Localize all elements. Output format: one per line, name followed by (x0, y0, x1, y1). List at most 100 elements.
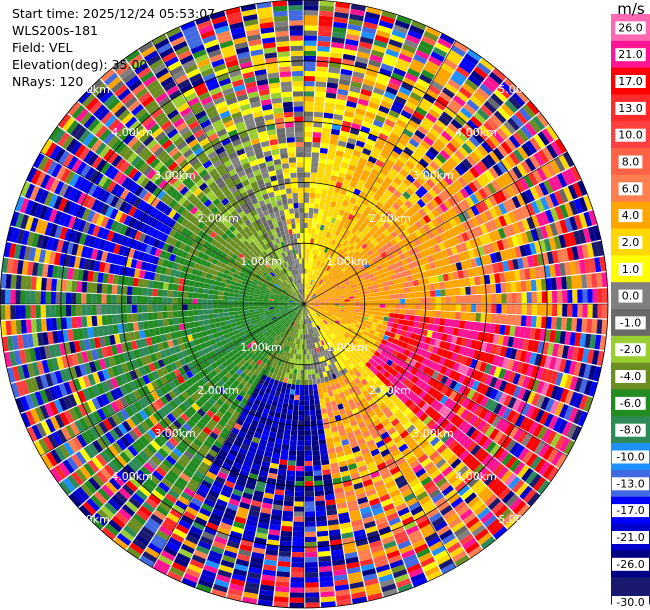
ray-gate (322, 183, 329, 190)
ray-gate (324, 286, 330, 291)
ray-gate (395, 159, 405, 169)
ray-gate (318, 307, 324, 311)
ray-gate (374, 114, 386, 124)
ray-gate (371, 431, 380, 440)
ray-gate (461, 199, 471, 210)
ray-gate (291, 348, 295, 354)
ray-gate (339, 250, 346, 257)
ray-gate (540, 396, 550, 411)
ray-gate (331, 36, 345, 44)
ray-gate (344, 299, 350, 302)
ray-gate (363, 313, 370, 318)
ray-gate (475, 285, 481, 295)
ray-gate (370, 502, 383, 511)
ray-gate (453, 344, 461, 354)
ray-gate (462, 537, 477, 550)
ray-gate (287, 352, 291, 358)
ray-gate (367, 332, 374, 339)
ray-gate (307, 313, 310, 319)
ray-gate (371, 92, 383, 101)
ray-gate (302, 309, 304, 315)
ray-gate (372, 375, 380, 383)
ray-gate (375, 379, 383, 387)
ray-gate (329, 358, 334, 365)
ray-gate (311, 310, 317, 314)
ray-gate (558, 234, 567, 249)
ray-gate (308, 318, 311, 324)
ray-gate (441, 485, 454, 497)
ray-gate (309, 291, 313, 296)
ray-gate (374, 311, 380, 316)
ray-gate (350, 81, 363, 89)
ray-gate (379, 291, 385, 296)
ray-gate (568, 200, 579, 216)
ray-gate (305, 273, 308, 279)
ray-gate (379, 225, 387, 233)
ray-gate (355, 389, 362, 396)
ray-gate (429, 317, 435, 325)
ray-gate (419, 425, 430, 436)
ray-gate (477, 266, 484, 276)
ray-gate (356, 103, 368, 111)
ray-gate (398, 253, 406, 261)
ray-gate (482, 185, 493, 197)
ray-gate (488, 400, 499, 413)
ray-gate (465, 357, 473, 367)
ray-gate (450, 45, 466, 57)
ray-gate (325, 331, 330, 337)
ray-gate (345, 248, 352, 255)
ray-gate (363, 21, 378, 30)
ray-gate (305, 268, 308, 274)
ray-gate (387, 336, 394, 343)
ray-gate (382, 163, 392, 172)
ray-gate (435, 304, 441, 311)
ray-gate (401, 465, 412, 475)
ray-gate (311, 316, 315, 322)
ray-gate (316, 525, 328, 532)
ray-gate (494, 251, 503, 263)
ray-gate (566, 346, 575, 360)
ray-gate (435, 182, 446, 192)
ray-gate (449, 182, 460, 194)
ray-gate (313, 254, 317, 260)
ray-gate (345, 352, 352, 359)
ray-gate (314, 490, 325, 497)
ray-gate (563, 233, 572, 248)
ray-gate (355, 334, 361, 340)
ray-gate (484, 170, 495, 182)
ray-gate (349, 197, 357, 205)
ray-gate (447, 122, 460, 134)
ray-gate (333, 21, 348, 29)
ray-gate (290, 342, 294, 348)
ray-gate (263, 559, 277, 566)
ray-gate (283, 500, 294, 507)
ray-gate (282, 382, 288, 389)
ray-gate (364, 578, 379, 587)
ray-gate (544, 265, 551, 278)
ray-gate (324, 277, 329, 283)
ray-gate (366, 106, 378, 115)
ray-gate (410, 572, 426, 583)
ray-gate (349, 278, 355, 284)
ray-gate (323, 297, 329, 300)
ray-gate (365, 256, 372, 263)
ray-gate (356, 416, 364, 425)
ray-gate (434, 496, 447, 508)
ray-gate (394, 345, 402, 352)
ray-gate (315, 193, 321, 199)
ray-gate (376, 521, 390, 531)
ray-gate (363, 116, 374, 124)
ray-gate (328, 185, 335, 192)
ray-gate (374, 386, 382, 395)
ray-gate (554, 138, 567, 154)
ray-gate (357, 548, 371, 557)
ray-gate (312, 332, 315, 339)
ray-gate (349, 467, 359, 476)
ray-gate (349, 403, 357, 411)
ray-gate (379, 360, 386, 368)
ray-gate (325, 316, 331, 321)
ray-gate (321, 356, 326, 362)
ray-gate (330, 239, 336, 246)
ray-gate (383, 53, 398, 63)
ray-gate (465, 196, 475, 207)
